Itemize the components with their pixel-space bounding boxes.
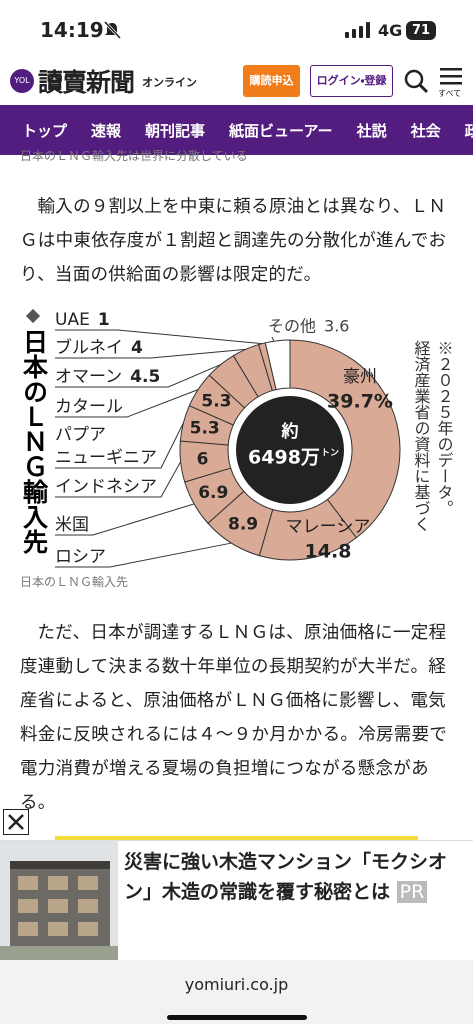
value-label: 4.5 [130, 367, 160, 387]
subscribe-button[interactable]: 購読申込 [243, 65, 300, 97]
nav-item[interactable]: 速報 [91, 121, 122, 140]
donut-center [236, 396, 344, 504]
logo-mark[interactable]: YOL [10, 69, 34, 93]
close-icon[interactable] [4, 810, 28, 834]
ad[interactable]: 災害に強い木造マンション「モクシオン」木造の常識を覆す秘密とは PR [0, 840, 473, 961]
chart-caption: 日本のＬＮＧ輸入先 [20, 575, 129, 589]
center-unit: トン [321, 448, 339, 459]
category-label: UAE [55, 310, 90, 330]
search-icon[interactable] [403, 68, 429, 94]
title-icon [25, 308, 41, 324]
category-label: マレーシア [286, 517, 371, 537]
value-label: 5.3 [190, 418, 220, 438]
leader-line [55, 461, 182, 498]
category-label: 米国 [55, 515, 89, 535]
category-label: その他 [268, 317, 316, 336]
nav-item[interactable]: 社会 [410, 121, 441, 140]
nav-item[interactable]: 朝刊記事 [145, 121, 206, 140]
paragraph: 輸入の９割以上を中東に頼る原油とは異なり、ＬＮＧは中東依存度が１割超と調達先の分… [20, 197, 447, 285]
time: 14:19 [40, 18, 104, 42]
leader-line [55, 542, 232, 568]
mute-icon [103, 20, 122, 40]
category-label: カタール [55, 397, 123, 417]
chart-note: ※２０２５年のデータ。 [435, 340, 454, 516]
chart-title: 日本のＬＮＧ輸入先 [20, 329, 50, 555]
signal-icon [345, 22, 370, 38]
chart-note: 経済産業省の資料に基づく [412, 340, 431, 532]
value-label: 39.7% [327, 391, 393, 413]
logo-sub: オンライン [142, 76, 197, 89]
ad-bar [55, 836, 418, 840]
chart: 日本のＬＮＧ輸入先 ※２０２５年のデータ。 経済産業省の資料に基づく 約 6498… [20, 308, 454, 568]
leader-line [271, 336, 275, 341]
menu-icon[interactable] [440, 67, 462, 85]
caption-text: 日本のＬＮＧ輸入先は世界に分散している [20, 149, 248, 163]
category-label: ロシア [55, 547, 106, 567]
category-label: パプア [55, 425, 106, 445]
nav-item[interactable]: 紙面ビューアー [229, 121, 333, 140]
value-label: 3.6 [324, 317, 349, 336]
battery: 71 [406, 21, 436, 40]
menu-label[interactable]: すべて [438, 89, 462, 98]
nav-bar: トップ 速報 朝刊記事 紙面ビューアー 社説 社会 政治 [0, 105, 473, 155]
category-label: 豪州 [343, 367, 377, 387]
leader-line [55, 329, 263, 345]
ad-image[interactable] [0, 841, 118, 961]
leader-line [55, 503, 195, 536]
ad-badge: PR [396, 881, 428, 903]
nav-item[interactable]: 政治 [464, 121, 473, 140]
value-label: 6 [197, 449, 209, 469]
leader-line [55, 422, 184, 469]
category-label: ニューギニア [55, 448, 157, 468]
donut-segment [264, 339, 291, 391]
ad-close[interactable] [3, 809, 29, 835]
network: 4G [378, 21, 403, 40]
ad-text[interactable]: 災害に強い木造マンション「モクシオン」木造の常識を覆す秘密とは PR [124, 847, 464, 907]
login-button[interactable]: ログイン・登録 [310, 65, 393, 97]
leader-line [55, 364, 221, 388]
value-label: 1 [98, 310, 110, 330]
center-prefix: 約 [281, 421, 299, 442]
url[interactable]: yomiuri.co.jp [184, 975, 289, 994]
category-label: ブルネイ [55, 337, 123, 358]
category-label: オマーン [55, 367, 122, 387]
center-value: 6498万 [248, 447, 320, 469]
donut-segment [289, 339, 401, 539]
value-label: 8.9 [228, 514, 258, 534]
status-bar: 14:19 4G 71 [0, 0, 473, 55]
value-label: 14.8 [305, 541, 352, 563]
nav-item[interactable]: トップ [22, 121, 68, 140]
ad-headline[interactable]: 災害に強い木造マンション「モクシオン」木造の常識を覆す秘密とは [124, 851, 448, 903]
value-label: 4 [131, 338, 143, 358]
paragraph: ただ、日本が調達するＬＮＧは、原油価格に一定程度連動して決まる数十年単位の長期契… [20, 623, 448, 813]
logo[interactable]: 讀賣新聞 [38, 68, 135, 97]
leader-line [55, 389, 199, 418]
nav-item[interactable]: 社説 [356, 121, 387, 140]
value-label: 5.3 [201, 392, 231, 412]
leader-line [55, 348, 246, 359]
value-label: 6.9 [198, 483, 228, 503]
caption-top: 日本のＬＮＧ輸入先は世界に分散している [20, 148, 248, 164]
browser-bar: yomiuri.co.jp [0, 960, 473, 1024]
site-header: YOL 讀賣新聞 オンライン 購読申込 ログイン・登録 すべて [0, 55, 473, 105]
category-label: インドネシア [55, 477, 157, 497]
home-indicator [167, 1015, 307, 1020]
